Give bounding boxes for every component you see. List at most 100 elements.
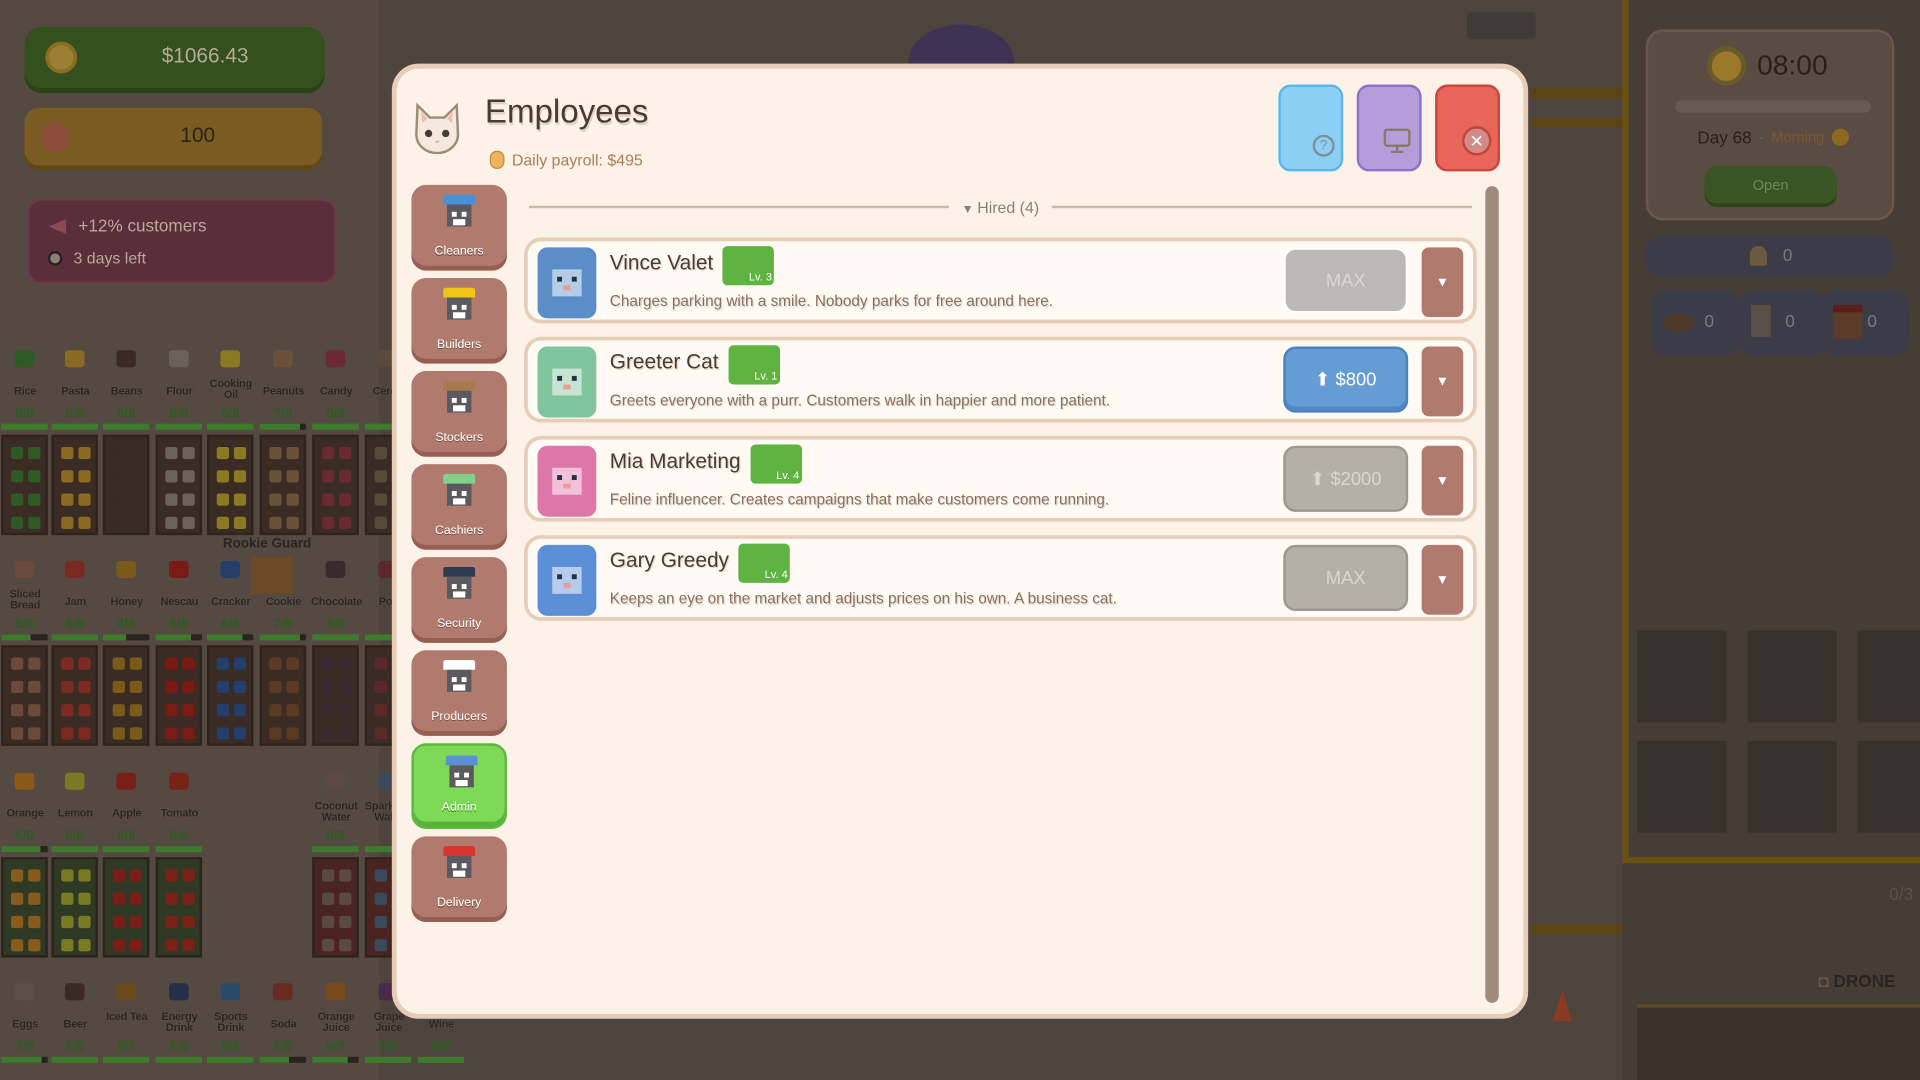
shelf-rack — [102, 434, 150, 536]
money-value: $1066.43 — [161, 44, 249, 68]
stock-count: 7/8 — [273, 406, 293, 422]
stock-count: 8/8 — [220, 406, 240, 422]
product-item — [165, 493, 178, 506]
tab-cleaners[interactable]: Cleaners — [411, 184, 507, 271]
display-button[interactable] — [1356, 84, 1422, 172]
stock-bar — [206, 1056, 254, 1063]
product-item — [28, 516, 41, 529]
counter-value: 0 — [1785, 311, 1795, 331]
product-item — [61, 470, 74, 483]
expand-dropdown-button[interactable]: ▼ — [1421, 247, 1464, 318]
product-item — [61, 704, 74, 717]
employee-header: Mia Marketing Lv. 4 — [610, 444, 802, 484]
stock-bar — [1, 1056, 48, 1063]
stock-bar — [155, 1056, 203, 1063]
product-item — [61, 915, 74, 929]
close-button[interactable]: ✕ — [1435, 84, 1501, 172]
product-item — [11, 516, 24, 529]
upgrade-button[interactable]: ⬆ $800 — [1283, 346, 1409, 413]
product-icon — [220, 560, 241, 578]
product-item — [339, 892, 352, 905]
shelf-rack — [206, 645, 254, 746]
shelf-label: Cracker — [211, 595, 251, 608]
product-item — [28, 727, 41, 740]
expand-dropdown-button[interactable]: ▼ — [1421, 445, 1464, 516]
product-item — [61, 446, 74, 460]
stock-bar — [155, 846, 203, 853]
stock-count: 8/8 — [116, 1039, 136, 1055]
product-item — [322, 915, 335, 929]
modal-title: Employees — [484, 93, 649, 130]
product-item — [165, 704, 178, 717]
tab-stockers[interactable]: Stockers — [411, 371, 507, 457]
employee-row: Gary Greedy Lv. 4 Keeps an eye on the ma… — [524, 535, 1477, 621]
employee-row: Mia Marketing Lv. 4 Feline influencer. C… — [524, 435, 1477, 522]
product-item — [112, 704, 125, 717]
product-item — [11, 727, 24, 740]
product-item — [269, 727, 282, 740]
shelf-label: Soda — [270, 1017, 297, 1030]
boost-effect: +12% customers — [78, 215, 207, 236]
clock-icon — [47, 251, 63, 266]
tab-cashiers[interactable]: Cashiers — [411, 464, 507, 550]
shelf-label: Pop — [378, 595, 399, 608]
shelf-rack — [155, 434, 203, 536]
product-item — [129, 446, 143, 460]
hired-section-toggle[interactable]: ▼ Hired (4) — [962, 198, 1039, 216]
product-item — [374, 915, 387, 929]
product-item — [182, 727, 195, 740]
product-item — [233, 680, 247, 694]
product-item — [61, 493, 74, 506]
product-icon — [14, 772, 35, 790]
delivery-counter[interactable]: 0 — [1820, 290, 1909, 356]
receipt-counter[interactable]: 0 — [1738, 290, 1827, 356]
stock-count: 8/8 — [431, 1039, 451, 1055]
stock-count: 8/8 — [15, 406, 34, 422]
product-item — [112, 680, 125, 694]
cookie-counter[interactable]: 0 — [1650, 290, 1739, 356]
product-icon — [14, 350, 35, 368]
shelf-label: Cooking Oil — [209, 377, 253, 401]
open-store-button[interactable]: Open — [1704, 166, 1837, 204]
tab-delivery[interactable]: Delivery — [411, 836, 507, 923]
product-item — [286, 704, 299, 717]
product-item — [182, 869, 195, 882]
expand-dropdown-button[interactable]: ▼ — [1421, 544, 1464, 615]
upgrade-button[interactable]: MAX — [1283, 247, 1409, 314]
shelf-label: Grape Juice — [373, 1010, 405, 1034]
tab-security[interactable]: Security — [411, 557, 507, 643]
shelf-rack — [364, 434, 412, 536]
stock-bar — [155, 634, 203, 641]
stock-count: 5/6 — [15, 828, 34, 844]
notifications-bar[interactable]: 0 — [1645, 236, 1895, 277]
product-item — [216, 470, 229, 483]
level-label: Lv. 4 — [776, 468, 800, 482]
drone-icon: ◘ — [1818, 971, 1834, 991]
product-item — [233, 704, 247, 717]
stock-count: 8/8 — [169, 406, 189, 422]
product-item — [78, 516, 91, 529]
product-item — [78, 939, 91, 952]
employee-description: Greets everyone with a purr. Customers w… — [609, 391, 1111, 409]
tab-producers[interactable]: Producers — [411, 650, 507, 736]
help-button[interactable]: ? — [1278, 84, 1344, 172]
tab-admin[interactable]: Admin — [411, 743, 507, 829]
stock-bar — [1, 634, 48, 641]
product-item — [28, 704, 41, 717]
product-item — [216, 727, 229, 740]
scrollbar[interactable] — [1485, 186, 1499, 1003]
product-item — [112, 516, 125, 529]
product-item — [78, 727, 91, 740]
tab-builders[interactable]: Builders — [411, 277, 507, 364]
upgrade-button[interactable]: ⬆ $2000 — [1283, 445, 1409, 512]
level-label: Lv. 3 — [748, 270, 772, 283]
shelf-label: Apple — [112, 806, 142, 820]
upgrade-button[interactable]: MAX — [1283, 544, 1409, 612]
product-item — [112, 446, 125, 460]
product-item — [374, 939, 387, 952]
expand-dropdown-button[interactable]: ▼ — [1421, 346, 1464, 417]
stock-bar — [51, 1056, 98, 1063]
divider — [528, 205, 950, 209]
shelf-label: Chocolate — [311, 595, 363, 608]
period-label: Morning — [1771, 128, 1825, 146]
